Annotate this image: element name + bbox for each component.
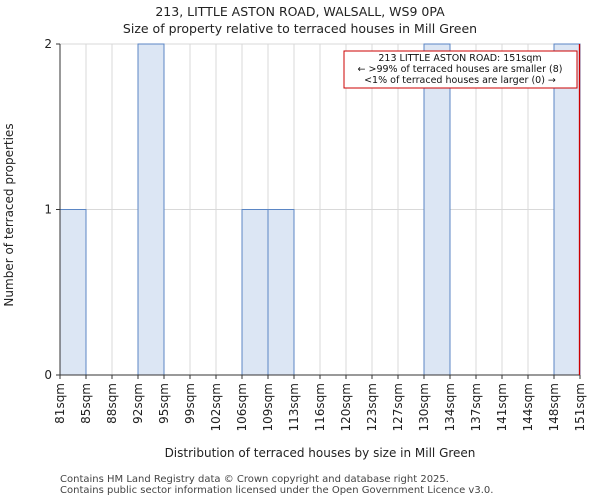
bar bbox=[137, 43, 165, 376]
annotation-line-2: ← >99% of terraced houses are smaller (8… bbox=[358, 64, 563, 75]
x-tick-label: 116sqm bbox=[313, 383, 327, 431]
x-tick-label: 88sqm bbox=[105, 383, 119, 424]
x-axis-label: Distribution of terraced houses by size … bbox=[165, 446, 476, 460]
annotation-line-1: 213 LITTLE ASTON ROAD: 151sqm bbox=[378, 53, 541, 64]
chart-title: 213, LITTLE ASTON ROAD, WALSALL, WS9 0PA bbox=[155, 4, 445, 19]
bar bbox=[267, 209, 295, 376]
annotation-line-3: <1% of terraced houses are larger (0) → bbox=[364, 75, 556, 86]
x-tick-label: 95sqm bbox=[157, 383, 171, 424]
x-tick-label: 141sqm bbox=[495, 383, 509, 431]
x-tick-label: 92sqm bbox=[131, 383, 145, 424]
bar bbox=[423, 43, 451, 376]
x-tick-label: 151sqm bbox=[573, 383, 587, 431]
chart-subtitle: Size of property relative to terraced ho… bbox=[122, 21, 478, 36]
y-axis-label: Number of terraced properties bbox=[2, 123, 16, 306]
x-tick-label: 109sqm bbox=[261, 383, 275, 431]
x-tick-label: 134sqm bbox=[443, 383, 457, 431]
x-tick-label: 99sqm bbox=[183, 383, 197, 424]
x-tick-label: 85sqm bbox=[79, 383, 93, 424]
x-tick-label: 106sqm bbox=[235, 383, 249, 431]
x-tick-label: 130sqm bbox=[417, 383, 431, 431]
x-tick-label: 120sqm bbox=[339, 383, 353, 431]
x-tick-label: 137sqm bbox=[469, 383, 483, 431]
y-tick-label: 1 bbox=[44, 203, 52, 217]
histogram-chart: 0 1 2 81sqm 85sqm 88sqm 92sqm 95sqm 99sqm 102sqm… bbox=[2, 37, 587, 460]
annotation-border bbox=[343, 50, 578, 89]
bar bbox=[553, 43, 581, 376]
x-ticks: 81sqm 85sqm 88sqm 92sqm 95sqm 99sqm 102sqm 106s… bbox=[53, 375, 587, 431]
x-tick-label: 102sqm bbox=[209, 383, 223, 431]
bar bbox=[59, 209, 87, 376]
bars bbox=[59, 43, 581, 376]
annotation-box: 213 LITTLE ASTON ROAD: 151sqm ← >99% of … bbox=[343, 50, 578, 89]
y-ticks: 0 1 2 bbox=[44, 37, 60, 382]
x-tick-label: 144sqm bbox=[521, 383, 535, 431]
y-tick-label: 0 bbox=[44, 368, 52, 382]
footer-line-2: Contains public sector information licen… bbox=[60, 485, 494, 496]
x-tick-label: 113sqm bbox=[287, 383, 301, 431]
x-tick-label: 123sqm bbox=[365, 383, 379, 431]
x-tick-label: 148sqm bbox=[547, 383, 561, 431]
x-tick-label: 127sqm bbox=[391, 383, 405, 431]
bar bbox=[241, 209, 269, 376]
y-tick-label: 2 bbox=[44, 37, 52, 51]
x-tick-label: 81sqm bbox=[53, 383, 67, 424]
footer-line-1: Contains HM Land Registry data © Crown c… bbox=[60, 474, 449, 485]
